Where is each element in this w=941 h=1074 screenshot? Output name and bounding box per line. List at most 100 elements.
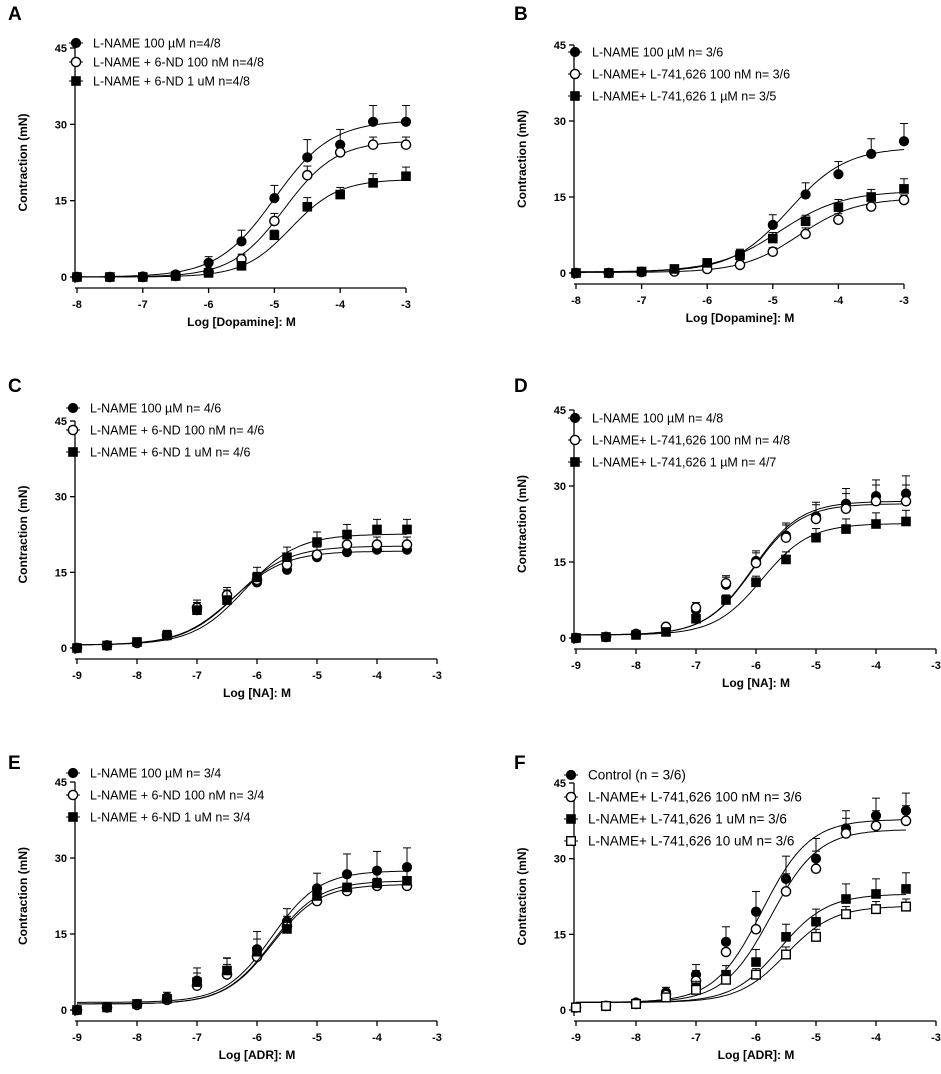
x-tick-label: -6 [252, 1032, 262, 1044]
x-tick-label: -8 [631, 660, 641, 672]
fit-curve [77, 121, 407, 278]
data-point [901, 516, 911, 527]
data-point [767, 219, 778, 230]
data-point [604, 268, 614, 278]
panel-letter: B [514, 4, 528, 25]
data-point [72, 643, 82, 653]
data-point [810, 513, 822, 525]
x-tick-label: -6 [252, 670, 262, 682]
data-point [631, 998, 642, 1009]
y-tick-label: 30 [55, 492, 67, 504]
data-point [751, 969, 762, 980]
panel-c: C 0 15 30 45 -9 -8 -7 -6 -5 -4 -3 Log [NA]: M Contrac… [8, 376, 442, 700]
data-point [870, 495, 882, 507]
data-point [302, 152, 313, 163]
y-axis-title: Contraction (mN) [16, 114, 30, 212]
data-point [252, 946, 262, 957]
legend-label: L-NAME + 6-ND 100 nM n=4/8 [93, 56, 264, 70]
x-tick-label: -9 [72, 670, 82, 682]
data-point [661, 992, 672, 1003]
fit-curve [77, 870, 408, 1003]
data-point [105, 272, 115, 282]
data-point [269, 215, 280, 227]
x-tick-label: -5 [270, 299, 280, 311]
x-tick-label: -3 [432, 670, 442, 682]
data-point [833, 169, 844, 180]
x-tick-label: -5 [811, 660, 821, 672]
legend-entry: L-NAME+ L-741,626 10 uM n= 3/6 [564, 834, 794, 849]
data-point [669, 264, 680, 274]
series-3 [571, 509, 911, 643]
y-axis-title: Contraction (mN) [515, 110, 529, 208]
legend-label: L-NAME+ L-741,626 100 nM n= 3/6 [592, 68, 790, 82]
data-point [900, 495, 912, 507]
legend-marker [565, 791, 577, 803]
x-tick-label: -7 [691, 660, 701, 672]
data-point [282, 552, 292, 563]
y-tick-label: 45 [554, 778, 566, 790]
data-point [899, 184, 909, 194]
data-point [781, 932, 791, 942]
data-point [312, 891, 322, 901]
panel-a: A 0 15 30 45 -8 -7 -6 -5 -4 -3 Log [Dopamine]: M Con… [8, 4, 412, 329]
data-point [282, 924, 292, 934]
data-point [372, 878, 382, 889]
legend-marker [570, 91, 580, 101]
data-point [102, 1002, 112, 1013]
legend-marker [68, 447, 78, 457]
legend-label: L-NAME+ L-741,626 100 nM n= 4/8 [592, 434, 790, 448]
data-point [800, 228, 811, 240]
legend-entry: L-NAME 100 µM n= 4/8 [568, 412, 723, 426]
fit-curve [576, 500, 906, 636]
data-point [810, 863, 822, 875]
data-point [690, 602, 702, 613]
x-tick-label: -7 [192, 670, 202, 682]
legend-marker [67, 767, 79, 779]
y-tick-label: 15 [554, 929, 566, 941]
legend-label: L-NAME+ L-741,626 100 nM n= 3/6 [588, 790, 802, 805]
data-point [334, 147, 346, 158]
legend-marker [70, 37, 82, 49]
data-point [302, 201, 313, 212]
data-point [841, 524, 851, 534]
data-point [402, 876, 412, 886]
x-tick-label: -6 [204, 299, 214, 311]
data-point [72, 1005, 82, 1015]
data-point [371, 539, 383, 550]
data-point [252, 572, 262, 583]
y-tick-label: 0 [61, 272, 67, 284]
data-point [780, 886, 792, 897]
data-point [203, 257, 214, 268]
y-tick-label: 0 [560, 1005, 566, 1017]
y-tick-label: 15 [554, 557, 566, 569]
legend-label: L-NAME 100 µM n=4/8 [93, 37, 221, 51]
data-point [341, 539, 353, 550]
series-1 [570, 475, 912, 644]
fit-curve [77, 884, 408, 1005]
data-point [368, 116, 379, 127]
data-point [236, 261, 247, 271]
panel-f: F 0 15 30 45 -9 -8 -7 -6 -5 -4 -3 Log [ADR]: M Contra… [514, 753, 941, 1062]
y-axis-title: Contraction (mN) [515, 475, 529, 573]
x-tick-label: -5 [312, 1032, 322, 1044]
data-point [866, 192, 877, 202]
data-point [636, 266, 647, 277]
data-point [132, 999, 142, 1009]
legend-marker [67, 424, 79, 436]
legend-label: L-NAME 100 µM n= 4/8 [592, 412, 723, 426]
data-point [721, 974, 732, 985]
x-tick-label: -5 [312, 670, 322, 682]
legend-marker [566, 836, 577, 847]
legend-entry: L-NAME+ L-741,626 100 nM n= 3/6 [564, 790, 802, 805]
y-axis-title: Contraction (mN) [515, 848, 529, 946]
data-point [691, 984, 702, 995]
data-point [811, 532, 821, 543]
data-point [222, 965, 232, 976]
legend-marker [569, 68, 581, 80]
x-tick-label: -7 [192, 1032, 202, 1044]
series-3 [72, 870, 412, 1015]
x-tick-label: -4 [834, 295, 845, 307]
data-point [865, 201, 877, 212]
legend-marker [566, 814, 576, 824]
x-tick-label: -9 [571, 660, 581, 672]
